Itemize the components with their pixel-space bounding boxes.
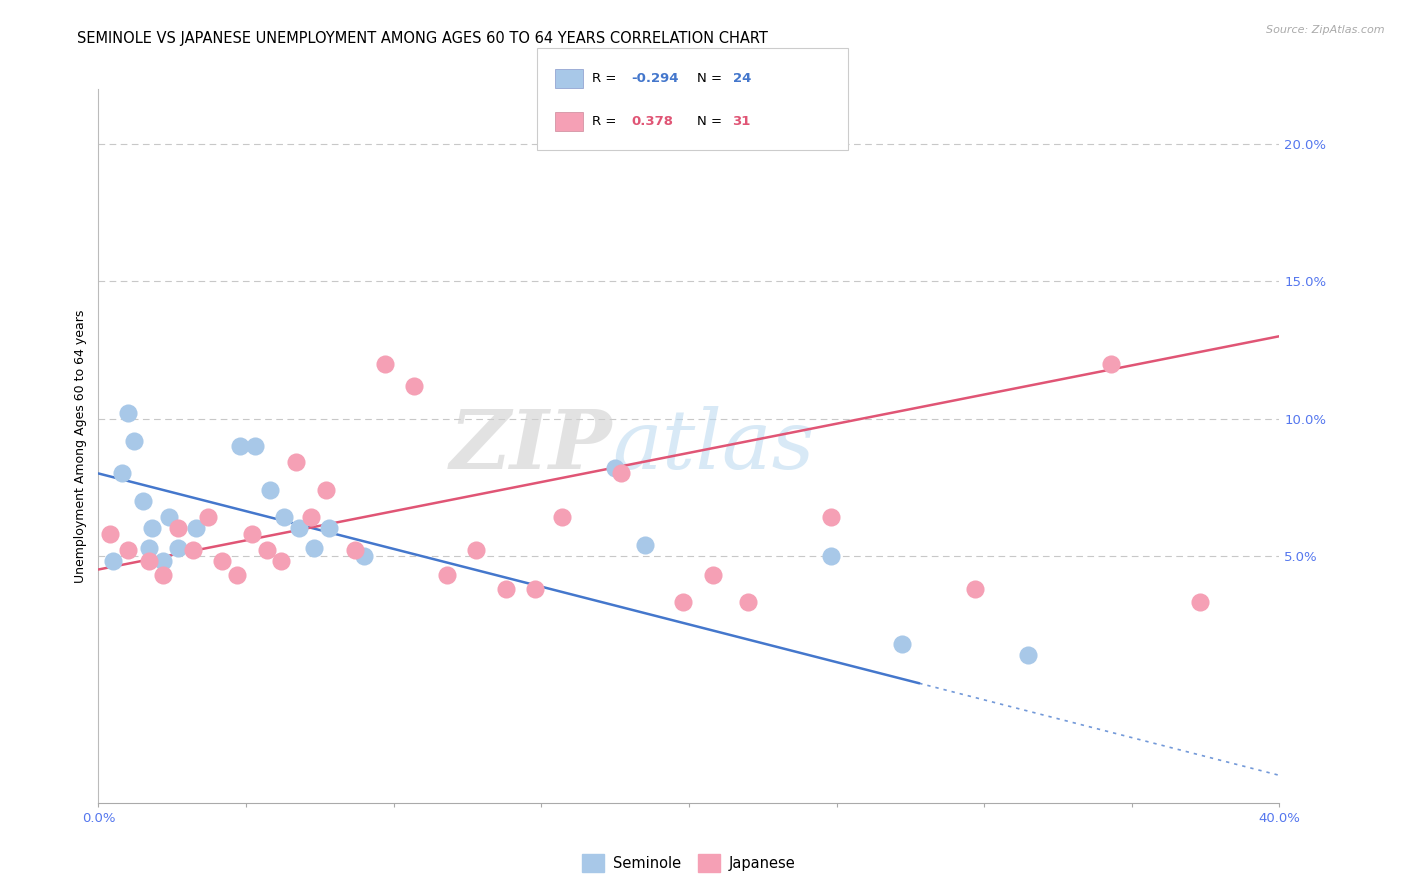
Point (152, 554, 174, 568)
Point (890, 637, 912, 651)
Point (318, 521, 340, 535)
Text: 24: 24 (733, 72, 751, 85)
Point (605, 461, 627, 475)
Point (299, 510, 322, 524)
Point (820, 549, 842, 563)
Text: N =: N = (697, 72, 727, 85)
Text: -0.294: -0.294 (631, 72, 679, 85)
Y-axis label: Unemployment Among Ages 60 to 64 years: Unemployment Among Ages 60 to 64 years (73, 310, 87, 582)
Point (1099, 357, 1122, 371)
Text: R =: R = (592, 72, 620, 85)
Point (672, 595, 695, 609)
Legend: Seminole, Japanese: Seminole, Japanese (576, 848, 801, 878)
Point (111, 467, 134, 481)
Point (256, 543, 278, 558)
Point (181, 543, 204, 558)
Point (157, 510, 180, 524)
Point (197, 510, 219, 524)
Point (436, 568, 458, 582)
Point (820, 510, 842, 524)
Point (270, 554, 292, 568)
Point (152, 568, 174, 582)
Point (1017, 648, 1039, 662)
Text: atlas: atlas (612, 406, 814, 486)
Point (132, 494, 155, 508)
Text: 0.378: 0.378 (631, 115, 673, 128)
Point (211, 554, 233, 568)
Point (273, 510, 295, 524)
Text: Source: ZipAtlas.com: Source: ZipAtlas.com (1267, 25, 1385, 35)
Point (633, 538, 655, 552)
Point (259, 483, 281, 497)
Point (353, 549, 375, 563)
Text: SEMINOLE VS JAPANESE UNEMPLOYMENT AMONG AGES 60 TO 64 YEARS CORRELATION CHART: SEMINOLE VS JAPANESE UNEMPLOYMENT AMONG … (77, 31, 768, 46)
Point (167, 521, 190, 535)
Text: N =: N = (697, 115, 727, 128)
Point (737, 595, 759, 609)
Point (495, 582, 517, 596)
Point (702, 568, 724, 582)
Point (965, 582, 987, 596)
Point (167, 541, 190, 555)
Point (344, 543, 367, 558)
Point (122, 434, 145, 448)
Point (229, 439, 252, 453)
Point (288, 521, 311, 535)
Point (315, 483, 337, 497)
Point (117, 406, 139, 420)
Point (524, 582, 547, 596)
Point (243, 439, 266, 453)
Point (465, 543, 488, 558)
Point (1188, 595, 1211, 609)
Text: R =: R = (592, 115, 624, 128)
Point (285, 455, 308, 469)
Point (551, 510, 574, 524)
Point (138, 554, 160, 568)
Point (98, 526, 121, 541)
Point (374, 357, 396, 371)
Point (610, 467, 633, 481)
Point (117, 543, 139, 558)
Text: ZIP: ZIP (450, 406, 612, 486)
Point (302, 541, 325, 555)
Text: 31: 31 (733, 115, 751, 128)
Point (103, 554, 125, 568)
Point (184, 521, 207, 535)
Point (138, 541, 160, 555)
Point (226, 568, 249, 582)
Point (240, 526, 263, 541)
Point (141, 521, 163, 535)
Point (404, 378, 426, 392)
